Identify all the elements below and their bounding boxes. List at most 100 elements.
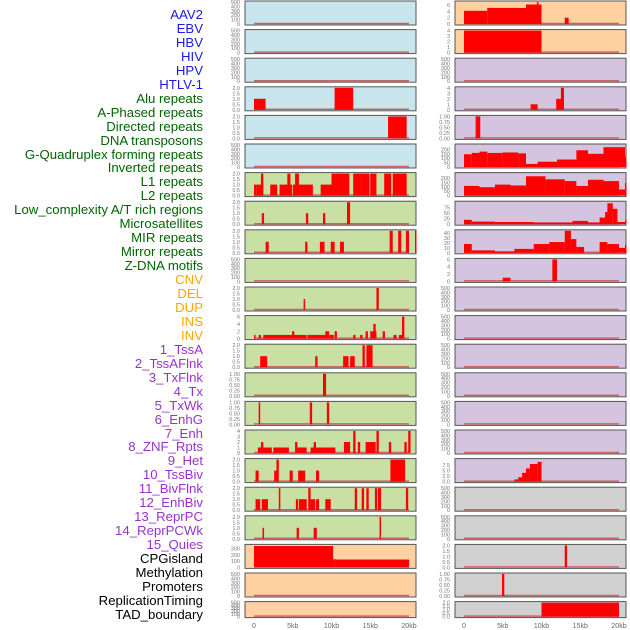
y-tick-label: 100 [441,185,450,191]
data-bar [464,219,472,225]
y-tick-label: 100 [441,156,450,162]
y-tick-label: 0.0 [232,222,240,228]
y-tick-label: 500 [441,286,450,292]
y-tick-label: 2.0 [232,114,240,120]
y-tick-label: 0.00 [229,422,240,428]
data-bar [389,230,393,253]
y-tick-label: 0 [447,537,450,543]
y-tick-label: 200 [231,42,240,48]
y-tick-label: 2.0 [232,458,240,464]
data-bar [495,184,511,196]
data-bar [384,173,392,196]
track-label: 15_Quies [146,537,203,553]
y-tick-label: 0.5 [232,245,240,251]
data-bar [335,559,409,568]
track-label: INS [181,313,203,329]
track-panel: 0.000.250.500.751.00 [229,400,417,428]
track-label: Mirror repeats [120,244,203,260]
y-tick-label: 0.0 [442,565,450,571]
y-tick-label: 0.0 [232,480,240,486]
track-label: 12_EnhBiv [139,495,203,511]
data-bar [471,152,480,167]
track-label: 7_Enh [164,425,203,441]
track-panel: 0.000.250.500.751.00 [229,372,417,400]
data-bar [541,602,619,617]
data-bar [549,242,565,253]
panel-background [244,400,417,426]
y-tick-label: 0.75 [439,120,450,126]
y-tick-label: 5.0 [442,469,450,475]
data-bar [605,212,609,225]
data-bar [260,356,268,368]
y-tick-label: 2.5 [442,474,450,480]
track-label: Z-DNA motifs [124,258,203,274]
data-bar [393,334,397,339]
track-label: Directed repeats [106,118,203,134]
data-bar [265,241,269,253]
y-tick-label: 0.5 [442,560,450,566]
data-bar [533,244,550,253]
y-tick-label: 200 [231,156,240,162]
data-bar [366,345,373,368]
data-bar [254,184,257,196]
track-label: Microsatellites [119,216,203,232]
data-bar [274,470,278,482]
data-bar [319,241,325,253]
y-tick-label: 300 [231,66,240,72]
data-bar [254,334,256,339]
data-bar [388,442,392,453]
track-panel: 0.00.51.01.52.0 [232,172,417,200]
y-tick-label: 1.5 [232,520,240,526]
track-panel: 0.00.51.01.52.0 [232,486,417,514]
data-bar [330,241,335,253]
y-tick-label: 0.0 [232,194,240,200]
y-tick-label: 0.75 [229,377,240,383]
y-tick-label: 2 [237,329,240,335]
data-bar [607,203,613,225]
data-bar [322,373,327,396]
panel-background [244,143,417,169]
y-tick-label: 400 [441,491,450,497]
y-tick-label: 1.0 [232,183,240,189]
data-bar [529,464,538,482]
data-bar [260,173,264,196]
track-panel: 024 6 [447,257,627,285]
y-tick-label: 500 [441,400,450,406]
y-tick-label: 0.5 [232,531,240,537]
panel-background [244,0,417,26]
y-tick-label: 3 [237,435,240,441]
data-bar [366,488,369,511]
track-label: ReplicationTiming [98,592,203,608]
y-tick-label: 100 [231,559,240,565]
y-tick-label: 6 [447,3,450,9]
y-tick-label: 0.5 [232,188,240,194]
y-tick-label: 1.5 [232,463,240,469]
data-bar [464,30,542,53]
panel-background [454,429,627,455]
data-bar [357,442,361,453]
data-bar [258,402,261,425]
panel-background [454,400,627,426]
track-panel: 0.00.51.01.52.0 [232,114,417,142]
data-bar [599,242,608,253]
y-tick-label: 500 [441,429,450,435]
y-tick-label: 150 [441,152,450,158]
x-tick-label: 10kb [324,623,339,630]
data-bar [392,173,407,196]
x-tick-label: 5kb [287,623,298,630]
data-bar [263,334,293,339]
y-tick-label: 300 [231,9,240,15]
y-tick-label: 0.5 [232,131,240,137]
y-tick-label: 25 [444,217,450,223]
track-label: Promoters [142,578,203,594]
y-tick-label: 200 [441,442,450,448]
data-bar [298,499,307,511]
data-bar [408,431,411,453]
data-bar [607,244,619,253]
track-panel: 0.00.51.01.52.0 [232,343,417,371]
y-tick-label: 1.00 [229,400,240,406]
data-bar [325,499,331,511]
y-tick-label: 0.00 [439,594,450,600]
y-tick-label: 0 [447,394,450,400]
